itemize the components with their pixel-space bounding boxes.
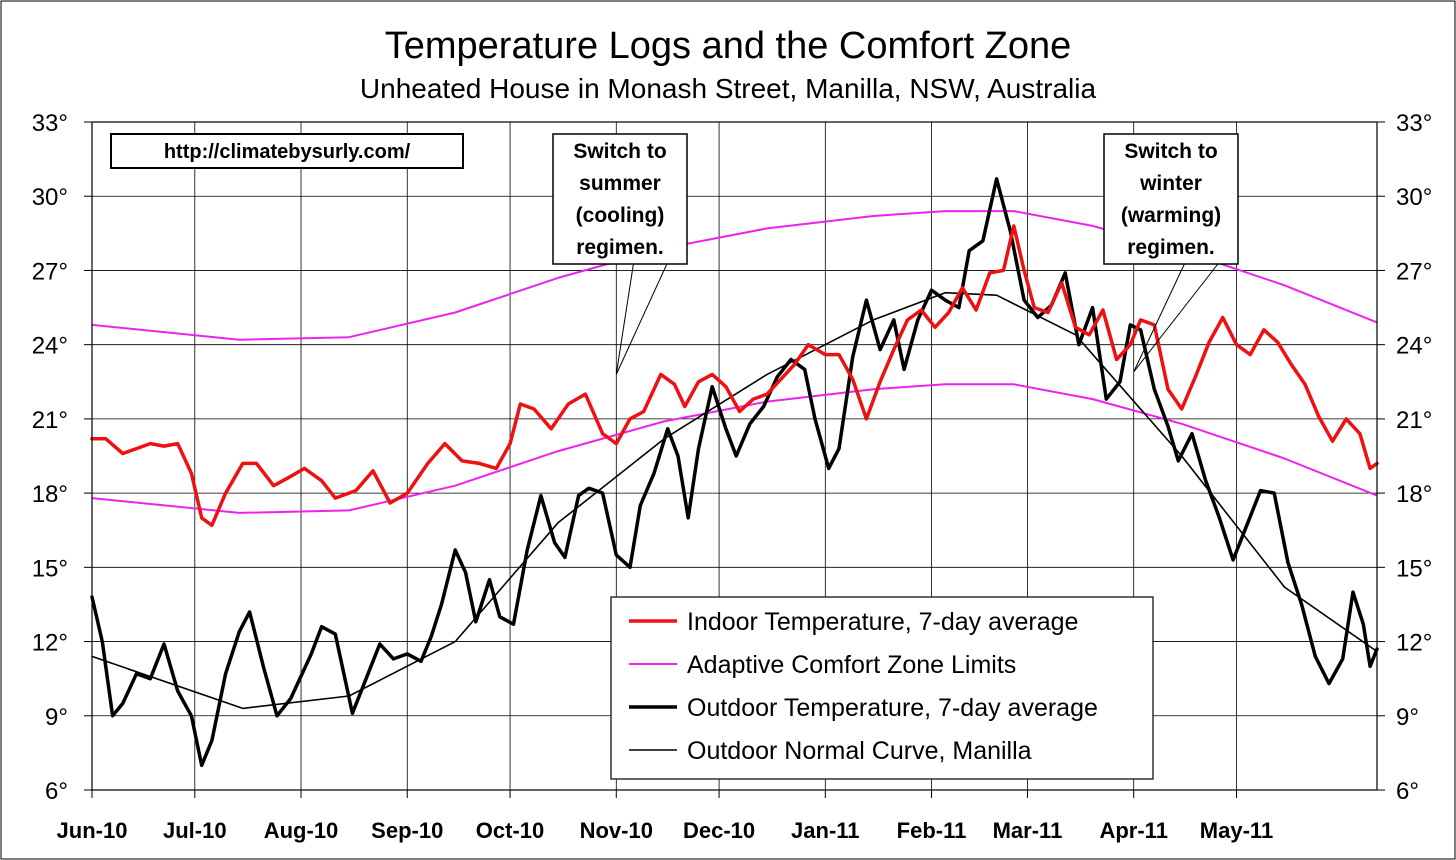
legend-label-outdoor-normal-curve-manilla: Outdoor Normal Curve, Manilla	[687, 737, 1032, 765]
x-tick-label: Feb-11	[897, 818, 967, 843]
annotation-text-line: regimen.	[576, 236, 664, 259]
annotation-leader	[615, 263, 668, 375]
annotation-leader	[1133, 263, 1185, 373]
chart-title: Temperature Logs and the Comfort Zone	[385, 25, 1072, 67]
y-tick-label-left: 18°	[32, 481, 68, 508]
legend: Indoor Temperature, 7-day average Adaptiv…	[610, 596, 1154, 780]
legend-label-adaptive-comfort-zone-limits: Adaptive Comfort Zone Limits	[687, 651, 1016, 679]
url-link[interactable]: http://climatebysurly.com/	[164, 141, 411, 163]
annotation-text-line: Switch to	[573, 140, 666, 163]
series-layer	[90, 177, 1379, 768]
y-tick-label-left: 15°	[32, 555, 68, 582]
chart-subtitle: Unheated House in Monash Street, Manilla…	[360, 73, 1097, 104]
annotation-winter: Switch to winter (warming) regimen.	[1103, 133, 1239, 373]
legend-frame	[610, 596, 1154, 780]
y-tick-label-left: 30°	[32, 184, 68, 211]
y-tick-label-left: 21°	[32, 407, 68, 434]
x-tick-label: Jul-10	[163, 818, 227, 843]
plot-area	[91, 121, 1378, 791]
legend-label-indoor-temperature-7-day-average: Indoor Temperature, 7-day average	[687, 608, 1078, 636]
url-box-frame	[110, 133, 464, 169]
annotation-text-line: regimen.	[1127, 236, 1215, 259]
x-tick-label: May-11	[1200, 818, 1273, 843]
y-tick-label-right: 30°	[1396, 184, 1432, 211]
x-tick-label: Jan-11	[791, 818, 860, 843]
legend-label-outdoor-temperature-7-day-average: Outdoor Temperature, 7-day average	[687, 694, 1098, 722]
y-tick-label-right: 6°	[1396, 778, 1419, 805]
y-tick-label-right: 27°	[1396, 258, 1432, 285]
y-tick-label-left: 24°	[32, 333, 68, 360]
series-line-outdoor-normal-curve-manilla	[91, 291, 1378, 710]
annotation-text-line: Switch to	[1124, 140, 1217, 163]
series-line-indoor-temperature-7-day-average	[90, 224, 1379, 528]
x-tick-label: Mar-11	[993, 818, 1063, 843]
y-tick-label-right: 9°	[1396, 704, 1419, 731]
x-tick-label: Aug-10	[264, 818, 339, 843]
y-tick-label-right: 12°	[1396, 630, 1432, 657]
y-tick-label-left: 27°	[32, 258, 68, 285]
series-line-outdoor-temperature-7-day-average	[90, 177, 1379, 768]
annotation-leader	[615, 263, 634, 375]
y-tick-label-left: 33°	[32, 110, 68, 137]
annotation-box	[1103, 133, 1239, 265]
x-tick-label: Apr-11	[1099, 818, 1167, 843]
url-box[interactable]: http://climatebysurly.com/	[110, 133, 464, 169]
y-tick-label-right: 15°	[1396, 555, 1432, 582]
annotation-summer: Switch to summer (cooling) regimen.	[552, 133, 688, 375]
axis-layer: Jun-10 Jul-10 Aug-10 Sep-10 Oct-10 Nov-10 Dec-…	[32, 110, 1433, 843]
x-tick-label: Nov-10	[580, 818, 653, 843]
x-tick-label: Dec-10	[683, 818, 755, 843]
plot-area-border	[91, 121, 1378, 791]
y-tick-label-right: 24°	[1396, 333, 1432, 360]
y-tick-label-right: 21°	[1396, 407, 1432, 434]
annotation-text-line: (warming)	[1121, 204, 1221, 227]
annotation-text-line: winter	[1139, 172, 1202, 195]
y-tick-label-right: 33°	[1396, 110, 1432, 137]
annotation-leader	[1133, 263, 1219, 373]
y-tick-label-left: 9°	[45, 704, 68, 731]
y-tick-label-left: 12°	[32, 630, 68, 657]
annotation-text-line: (cooling)	[576, 204, 665, 227]
x-tick-label: Jun-10	[57, 818, 128, 843]
y-tick-label-left: 6°	[45, 778, 68, 805]
x-tick-label: Oct-10	[476, 818, 544, 843]
annotation-text-line: summer	[579, 172, 661, 195]
x-tick-label: Sep-10	[371, 818, 443, 843]
y-tick-label-right: 18°	[1396, 481, 1432, 508]
annotation-box	[552, 133, 688, 265]
